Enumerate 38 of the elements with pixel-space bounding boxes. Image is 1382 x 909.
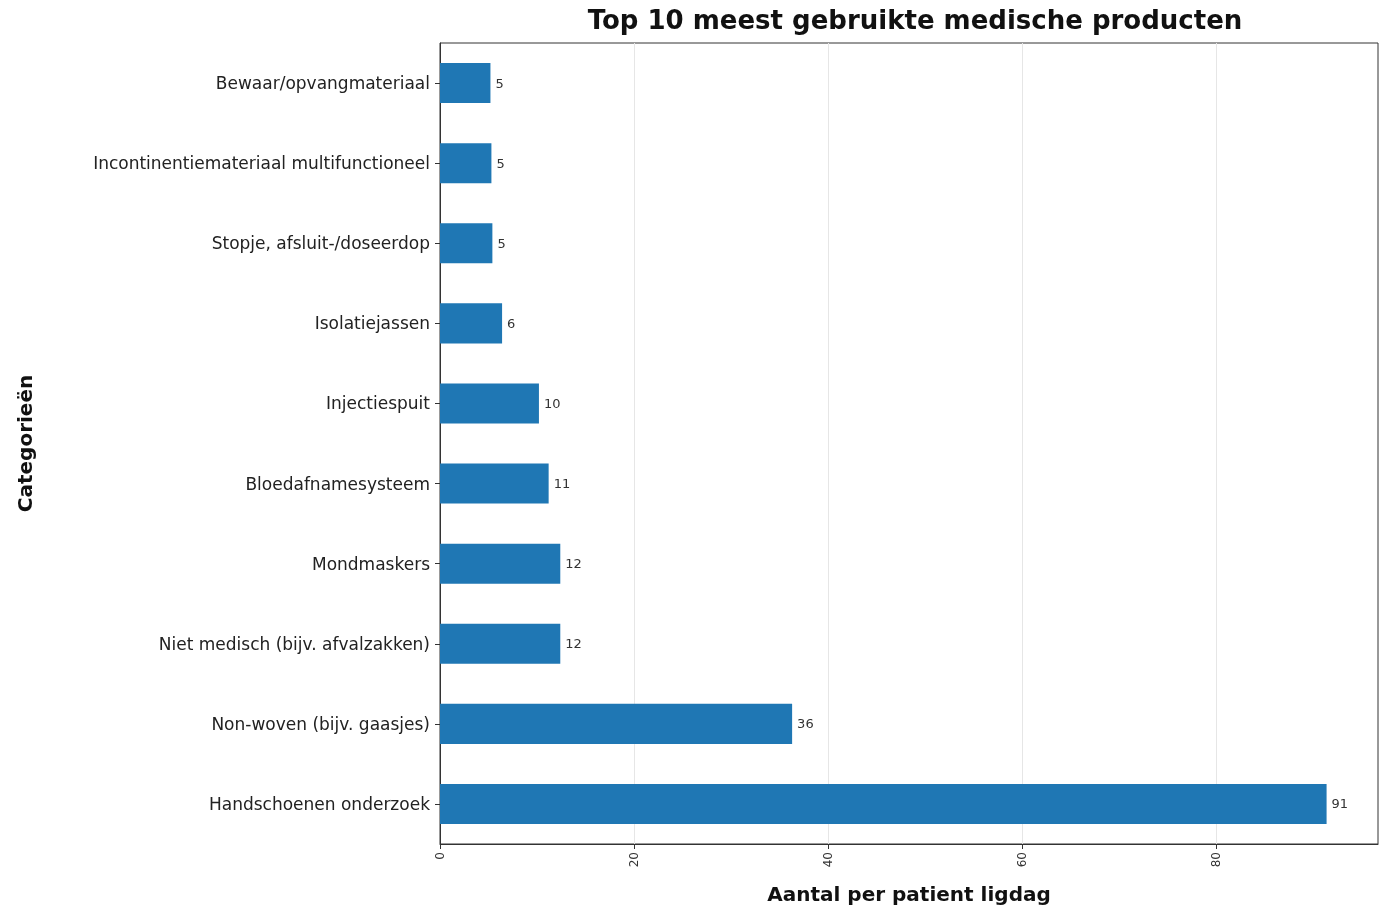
bar <box>440 703 793 744</box>
data-label: 5 <box>497 235 506 251</box>
bar <box>440 623 561 664</box>
bar <box>440 383 539 424</box>
y-tick-label: Bloedafnamesysteem <box>245 473 430 494</box>
data-label: 5 <box>495 75 504 91</box>
x-tick-label: 40 <box>821 852 835 868</box>
y-tick-label: Incontinentiemateriaal multifunctioneel <box>93 153 430 174</box>
data-label: 12 <box>565 636 582 652</box>
y-tick-label: Stopje, afsluit-/doseerdop <box>211 233 430 254</box>
bar <box>440 303 503 344</box>
bar <box>440 463 549 504</box>
data-label: 6 <box>507 315 516 331</box>
x-tick-label: 20 <box>627 852 641 868</box>
y-tick-label: Mondmaskers <box>311 553 431 574</box>
x-tick-label: 80 <box>1209 852 1224 868</box>
x-tick-label: 60 <box>1015 852 1030 868</box>
data-label: 11 <box>553 476 571 492</box>
data-label: 36 <box>797 716 814 732</box>
bar <box>440 543 561 584</box>
data-label: 12 <box>565 556 582 572</box>
y-tick-label: Non-woven (bijv. gaasjes) <box>211 713 430 734</box>
y-tick-label: Bewaar/opvangmateriaal <box>215 73 430 94</box>
bar <box>440 783 1327 824</box>
bar <box>440 63 491 104</box>
data-label: 91 <box>1331 796 1349 812</box>
bar <box>440 223 493 264</box>
y-tick-label: Niet medisch (bijv. afvalzakken) <box>158 633 430 654</box>
chart-title: Top 10 meest gebruikte medische producten <box>587 5 1243 35</box>
bar <box>440 143 492 184</box>
y-axis-title: Categorieën <box>13 374 37 513</box>
y-tick-label: Isolatiejassen <box>314 313 430 334</box>
data-label: 5 <box>496 155 505 171</box>
x-tick-label: 0 <box>433 852 447 860</box>
y-tick-label: Injectiespuit <box>326 393 431 414</box>
data-label: 10 <box>543 395 561 411</box>
x-axis-title: Aantal per patient ligdag <box>767 882 1051 906</box>
y-tick-label: Handschoenen onderzoek <box>208 793 431 814</box>
